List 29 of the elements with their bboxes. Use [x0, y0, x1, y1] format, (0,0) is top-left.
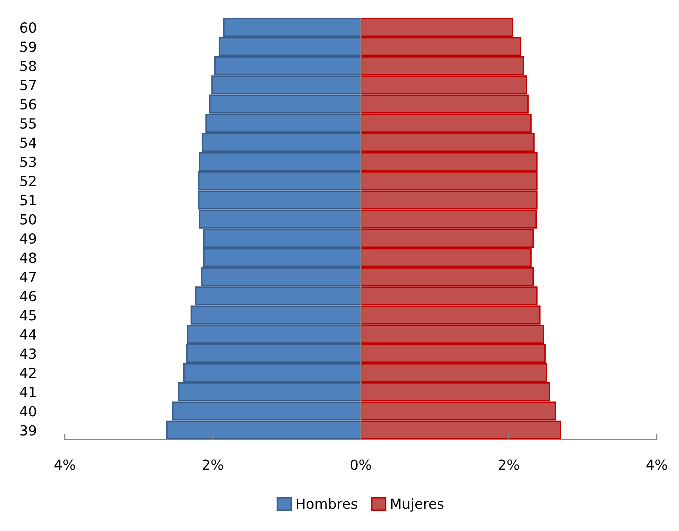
y-tick-label: 39: [20, 425, 36, 436]
y-tick-label: 57: [20, 80, 36, 91]
y-tick-label: 55: [20, 118, 36, 129]
x-tick-label: 0%: [350, 460, 372, 470]
y-tick-label: 45: [20, 310, 36, 321]
y-tick-label: 60: [20, 22, 36, 34]
y-tick-label: 46: [20, 291, 36, 302]
y-tick-label: 44: [20, 330, 36, 340]
y-tick-label: 52: [20, 176, 36, 187]
legend-label: Hombres: [297, 498, 358, 510]
y-tick-label: 59: [20, 42, 36, 52]
y-tick-label: 47: [20, 272, 36, 282]
y-tick-label: 54: [20, 138, 36, 148]
y-tick-label: 49: [20, 234, 36, 244]
legend-label: Mujeres: [391, 498, 444, 512]
y-tick-label: 43: [20, 348, 36, 360]
y-tick-label: 53: [20, 156, 36, 168]
y-tick-label: 48: [20, 252, 36, 264]
x-tick-label: 2%: [499, 460, 520, 470]
y-tick-label: 42: [20, 368, 36, 378]
y-tick-label: 51: [20, 195, 36, 206]
y-tick-label: 58: [20, 60, 36, 72]
y-tick-label: 40: [20, 406, 36, 417]
y-tick-label: 50: [20, 214, 36, 225]
y-tick-label: 41: [20, 387, 36, 398]
x-tick-label: 4%: [54, 460, 76, 470]
y-tick-label: 56: [20, 99, 36, 110]
x-tick-label: 4%: [646, 460, 668, 470]
x-tick-label: 2%: [203, 460, 224, 470]
